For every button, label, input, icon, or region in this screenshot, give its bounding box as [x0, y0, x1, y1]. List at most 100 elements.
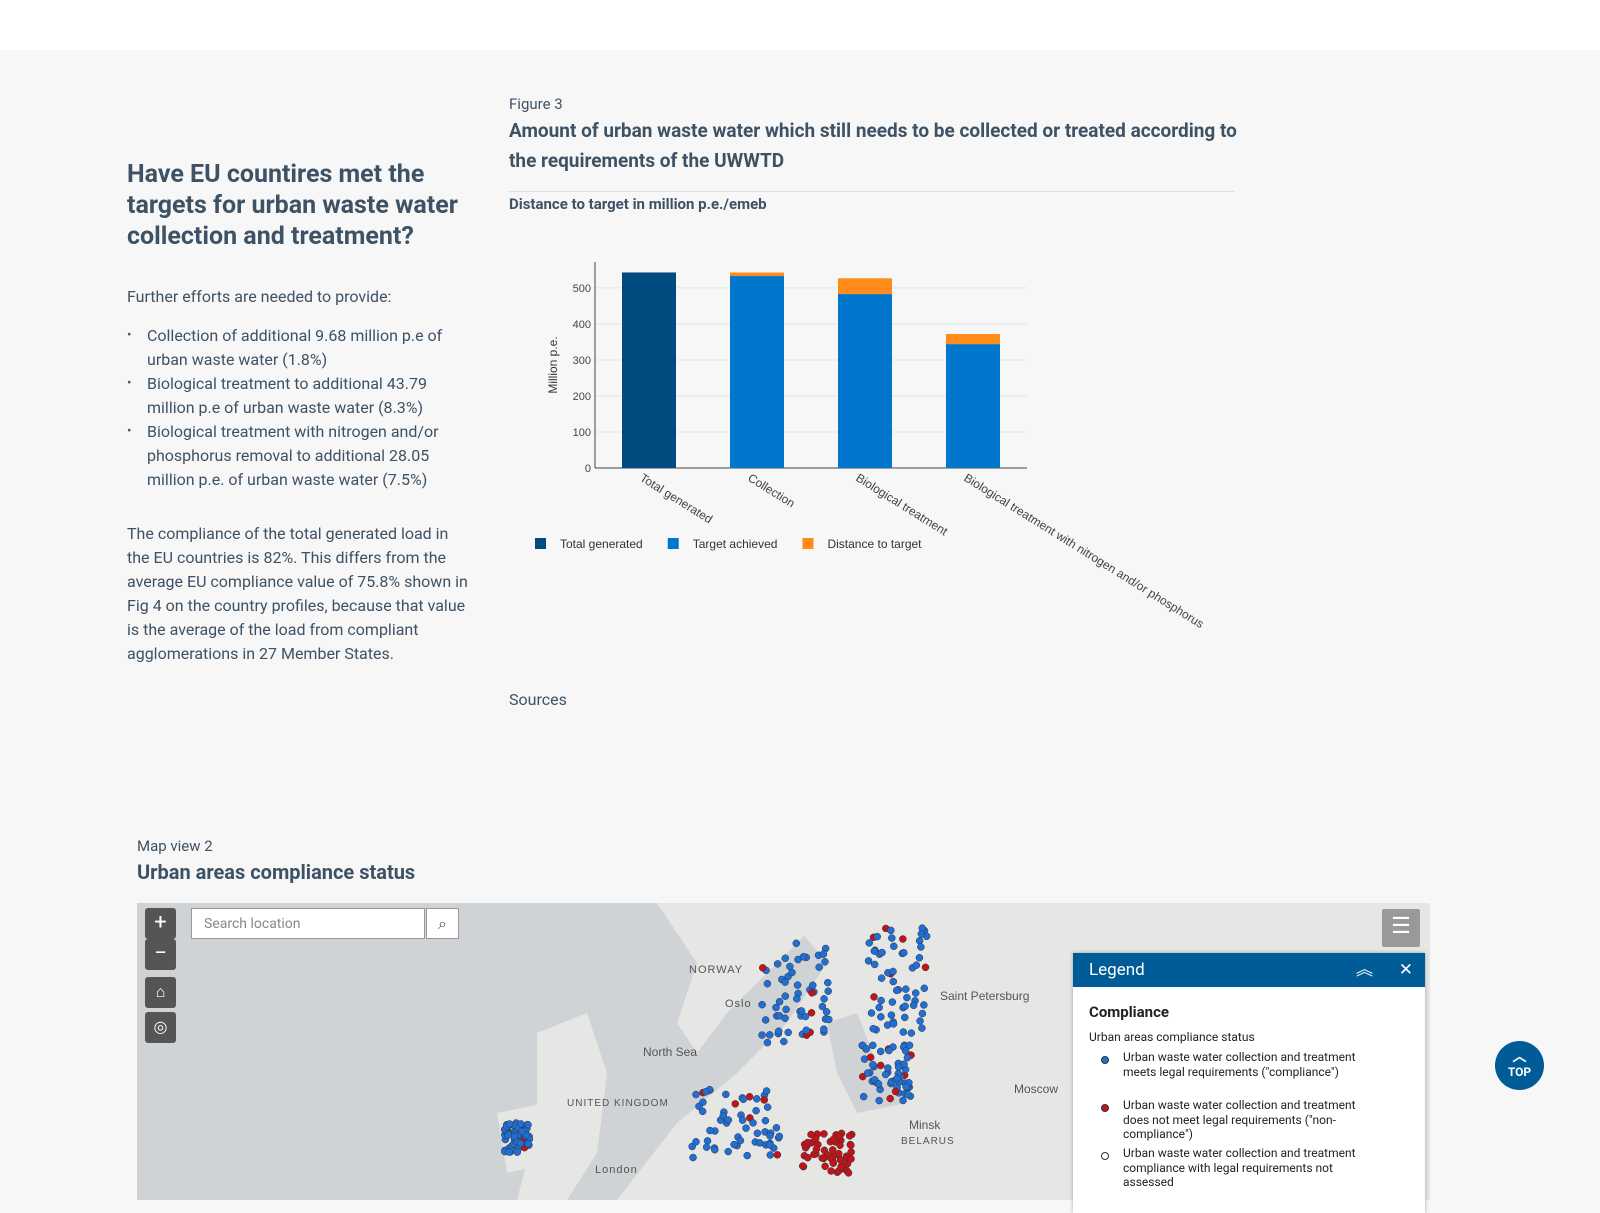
- map-point: [524, 1121, 532, 1129]
- map-point: [711, 1145, 719, 1154]
- map-point: [899, 935, 907, 943]
- map-point: [758, 1031, 766, 1039]
- map-point: [724, 1147, 732, 1156]
- intro-list: Collection of additional 9.68 million p.…: [127, 324, 447, 492]
- map-point: [513, 1148, 522, 1156]
- map-point: [505, 1148, 513, 1156]
- map-point: [902, 1082, 910, 1091]
- map-point: [815, 963, 823, 971]
- map-point: [702, 1143, 711, 1151]
- map-point: [875, 1096, 883, 1105]
- map-point: [890, 942, 898, 951]
- y-tick-label: 300: [573, 355, 591, 367]
- map-point: [883, 1021, 892, 1029]
- map-point: [761, 1016, 770, 1024]
- map-point: [844, 1169, 853, 1177]
- map-point: [780, 1037, 788, 1046]
- map-point: [867, 1009, 876, 1017]
- map-point: [793, 981, 802, 989]
- figure-label: Figure 3: [509, 95, 563, 113]
- place-label: Moscow: [1014, 1082, 1058, 1096]
- map-point: [888, 934, 896, 942]
- top-button[interactable]: ︿ TOP: [1495, 1041, 1544, 1090]
- legend-item: Urban waste water collection and treatme…: [1123, 1098, 1356, 1141]
- map-point: [818, 1002, 827, 1011]
- map-point: [829, 1159, 837, 1167]
- bar-segment: [946, 344, 1000, 468]
- map-point: [824, 978, 832, 987]
- map-point: [893, 1074, 901, 1083]
- search-input[interactable]: Search location: [191, 908, 425, 939]
- map-point: [866, 1053, 875, 1062]
- zoom-in[interactable]: +: [145, 908, 176, 939]
- map-point: [821, 1162, 829, 1171]
- map-point: [902, 985, 910, 993]
- legend-label: Target achieved: [693, 537, 778, 551]
- intro-title: Have EU countires met the targets for ur…: [127, 160, 458, 251]
- map-point: [812, 1145, 821, 1153]
- legend-section: Compliance: [1089, 1003, 1170, 1021]
- map-point: [775, 1132, 784, 1141]
- map-point: [749, 1119, 757, 1127]
- map-point: [899, 1096, 907, 1105]
- legend-dot: [1101, 1104, 1109, 1112]
- legend-dot: [1101, 1152, 1109, 1160]
- map-point: [903, 1090, 912, 1099]
- legend-label: Distance to target: [827, 537, 922, 551]
- bullet: Biological treatment with nitrogen and/o…: [127, 420, 447, 492]
- map-point: [915, 954, 924, 962]
- map-point: [899, 1028, 908, 1036]
- map-point: [876, 1061, 885, 1070]
- map-point: [758, 964, 767, 972]
- map-point: [862, 1045, 870, 1053]
- bullet: Biological treatment to additional 43.79…: [127, 372, 447, 420]
- map-point: [797, 1007, 806, 1015]
- search-button[interactable]: ⌕: [426, 908, 459, 939]
- map-point: [781, 978, 789, 986]
- sources[interactable]: Sources: [509, 690, 567, 709]
- map-point: [825, 1015, 833, 1024]
- map-point: [907, 1029, 916, 1037]
- map-point: [760, 1096, 768, 1104]
- x-tick-label: Collection: [745, 471, 797, 511]
- zoom-out[interactable]: −: [145, 939, 176, 970]
- y-tick-label: 100: [573, 427, 591, 439]
- map-point: [829, 1135, 838, 1144]
- map-point: [773, 960, 782, 968]
- map-point: [870, 960, 879, 969]
- map-point: [524, 1139, 532, 1148]
- map-point: [743, 1151, 751, 1160]
- map-point: [807, 1009, 816, 1017]
- map-point: [889, 967, 897, 976]
- map-point: [820, 1130, 828, 1138]
- map-point: [731, 1100, 740, 1108]
- map-point: [918, 1024, 926, 1032]
- map-point: [738, 1116, 747, 1124]
- map-point: [803, 1138, 812, 1147]
- legend-swatch: [535, 538, 546, 549]
- y-tick-label: 500: [573, 283, 591, 295]
- legend-toggle[interactable]: ☰: [1382, 909, 1420, 947]
- map-point: [911, 989, 920, 997]
- home[interactable]: ⌂: [145, 977, 176, 1008]
- map-point: [742, 1124, 750, 1132]
- close[interactable]: ✕: [1398, 960, 1413, 980]
- map-point: [912, 961, 921, 969]
- place-label: BELARUS: [901, 1136, 955, 1147]
- bar-segment: [730, 276, 784, 468]
- map-point: [864, 957, 873, 965]
- map-point: [722, 1090, 730, 1099]
- map-point: [719, 1112, 728, 1120]
- map-point: [773, 1151, 782, 1159]
- locate[interactable]: ◎: [145, 1012, 176, 1043]
- map-point: [905, 1041, 914, 1050]
- map-point: [821, 958, 829, 966]
- collapse[interactable]: ︽: [1356, 960, 1373, 980]
- x-tick-label: Biological treatment: [853, 471, 950, 539]
- legend-swatch: [802, 538, 814, 549]
- map-point: [762, 1087, 771, 1095]
- map-point: [887, 926, 895, 935]
- map-point: [809, 981, 817, 990]
- map-point: [758, 1000, 766, 1009]
